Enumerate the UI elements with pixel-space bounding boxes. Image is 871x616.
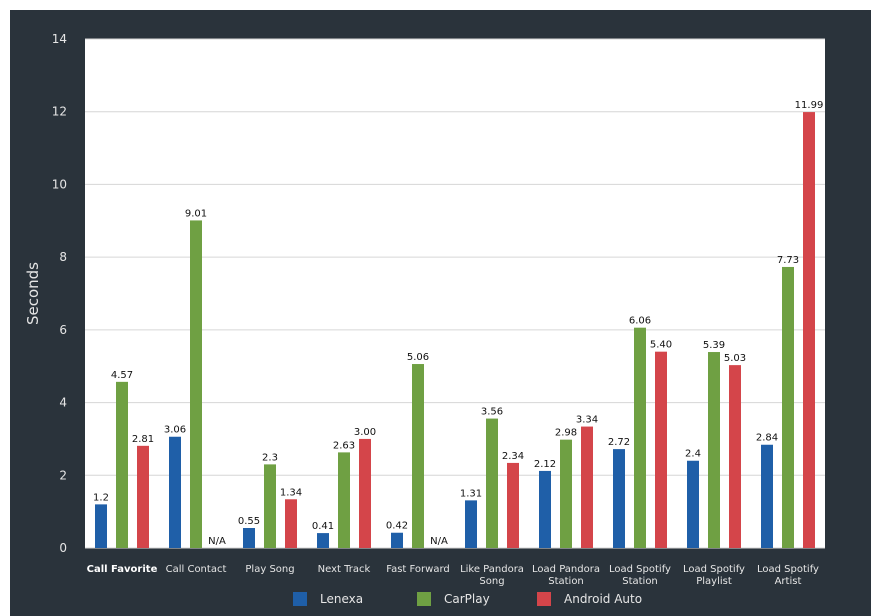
- y-tick-label: 8: [59, 250, 67, 264]
- legend-label: CarPlay: [444, 592, 490, 606]
- data-label: 2.81: [132, 434, 154, 445]
- data-label: 0.55: [238, 516, 260, 527]
- data-label: 11.99: [795, 100, 824, 111]
- data-label: 2.12: [534, 459, 556, 470]
- data-label: 3.00: [354, 427, 376, 438]
- bar: [190, 220, 202, 548]
- data-label: 6.06: [629, 316, 651, 327]
- data-label: 7.73: [777, 255, 799, 266]
- bar: [391, 532, 403, 548]
- data-label: 5.06: [407, 352, 429, 363]
- data-label: 5.39: [703, 340, 725, 351]
- y-tick-label: 14: [52, 32, 67, 46]
- y-axis-title: Seconds: [24, 262, 42, 325]
- data-label: 2.98: [555, 428, 577, 439]
- x-tick-label: Load Spotify: [683, 564, 745, 575]
- data-label: 1.34: [280, 487, 302, 498]
- bar: [507, 462, 519, 548]
- y-tick-label: 10: [52, 177, 67, 191]
- legend-label: Lenexa: [320, 592, 363, 606]
- data-label: 2.72: [608, 437, 630, 448]
- bar: [243, 528, 255, 548]
- y-tick-label: 4: [59, 396, 67, 410]
- data-label: 2.34: [502, 451, 524, 462]
- bar: [95, 504, 107, 548]
- data-label: N/A: [208, 536, 226, 547]
- bar: [687, 460, 699, 548]
- data-label: 3.56: [481, 407, 503, 418]
- y-tick-label: 6: [59, 323, 67, 337]
- data-label: 2.3: [262, 452, 278, 463]
- data-label: 9.01: [185, 208, 207, 219]
- bar: [137, 445, 149, 548]
- legend-swatch: [537, 592, 551, 606]
- bar: [412, 364, 424, 548]
- x-tick-label: Load Pandora: [532, 564, 600, 575]
- legend-label: Android Auto: [564, 592, 642, 606]
- x-tick-label: Artist: [775, 576, 802, 587]
- bar: [359, 438, 371, 548]
- data-label: 3.34: [576, 415, 598, 426]
- data-label: 1.31: [460, 488, 482, 499]
- bar: [581, 426, 593, 548]
- data-label: 2.63: [333, 440, 355, 451]
- data-label: 4.57: [111, 370, 133, 381]
- chart-frame: 0 2 4 6 8 10 12 14 Seconds 1.2 4.57 2.81 Call Favori…: [10, 10, 871, 616]
- y-tick-label: 0: [59, 541, 67, 555]
- y-tick-label: 2: [59, 468, 67, 482]
- x-tick-label: Song: [479, 576, 504, 587]
- x-tick-label: Playlist: [696, 576, 732, 587]
- plot-area: [85, 39, 825, 548]
- bar: [729, 365, 741, 548]
- x-tick-label: Fast Forward: [386, 564, 450, 575]
- legend-swatch: [417, 592, 431, 606]
- bar: [655, 351, 667, 548]
- x-tick-label: Call Contact: [166, 564, 227, 575]
- bar: [539, 470, 551, 548]
- data-label: 5.03: [724, 353, 746, 364]
- x-tick-label: Like Pandora: [460, 564, 524, 575]
- data-label: 3.06: [164, 425, 186, 436]
- bar: [116, 381, 128, 548]
- bar: [782, 266, 794, 548]
- bar: [169, 436, 181, 548]
- bar-chart: 0 2 4 6 8 10 12 14 Seconds 1.2 4.57 2.81 Call Favori…: [24, 32, 825, 606]
- data-label: 5.40: [650, 340, 672, 351]
- bar: [285, 499, 297, 548]
- x-tick-label: Call Favorite: [87, 564, 158, 575]
- data-label: 2.4: [685, 449, 701, 460]
- y-tick-label: 12: [52, 105, 67, 119]
- bar: [486, 418, 498, 548]
- x-tick-label: Next Track: [318, 564, 371, 575]
- data-label: 2.84: [756, 433, 778, 444]
- bar: [338, 452, 350, 548]
- x-tick-label: Station: [548, 576, 584, 587]
- bar: [761, 444, 773, 548]
- bar: [264, 464, 276, 548]
- legend-swatch: [293, 592, 307, 606]
- x-tick-label: Play Song: [245, 564, 294, 575]
- bar: [708, 352, 720, 548]
- x-tick-label: Station: [622, 576, 658, 587]
- data-label: 1.2: [93, 492, 109, 503]
- data-label: N/A: [430, 536, 448, 547]
- data-label: 0.41: [312, 521, 334, 532]
- bar: [634, 327, 646, 548]
- bar: [803, 112, 815, 549]
- bar: [560, 439, 572, 548]
- x-tick-label: Load Spotify: [757, 564, 819, 575]
- bar: [613, 449, 625, 548]
- bar: [317, 533, 329, 548]
- data-label: 0.42: [386, 521, 408, 532]
- bar: [465, 500, 477, 548]
- x-tick-label: Load Spotify: [609, 564, 671, 575]
